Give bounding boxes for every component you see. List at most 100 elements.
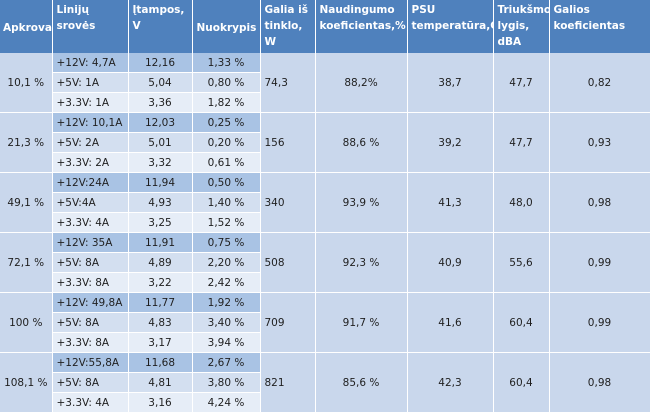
noise-level-cell: 47,7 (493, 53, 550, 113)
voltage-cell: 4,83 (128, 312, 193, 333)
voltage-cell: 4,93 (128, 192, 193, 213)
voltage-cell: 3,17 (128, 332, 193, 353)
noise-level-cell: 60,4 (493, 352, 550, 413)
rail-current-cell: +12V: 49,8A (52, 292, 129, 313)
rail-current-cell: +5V: 8A (52, 312, 129, 333)
deviation-cell: 0,75 % (192, 232, 261, 253)
power-factor-cell: 0,82 (549, 53, 650, 113)
input-power-cell: 74,3 (260, 53, 316, 113)
load-cell: 10,1 % (0, 53, 53, 113)
header-efficiency: Naudingumo koeficientas,% (315, 0, 408, 53)
rail-current-cell: +3.3V: 4A (52, 212, 129, 233)
deviation-cell: 2,42 % (192, 272, 261, 293)
efficiency-cell: 91,7 % (315, 292, 408, 353)
psu-temperature-cell: 38,7 (407, 53, 494, 113)
deviation-cell: 1,52 % (192, 212, 261, 233)
table-row: 21,3 % +12V: 10,1A 12,03 0,25 % 156 88,6 % 39,… (0, 112, 650, 173)
load-cell: 108,1 % (0, 352, 53, 413)
rail-current-cell: +3.3V: 2A (52, 152, 129, 173)
deviation-cell: 2,20 % (192, 252, 261, 273)
rail-current-cell: +5V: 1A (52, 72, 129, 93)
voltage-cell: 3,25 (128, 212, 193, 233)
load-cell: 21,3 % (0, 112, 53, 173)
rail-current-cell: +12V:55,8A (52, 352, 129, 373)
table-row: 10,1 % +12V: 4,7A 12,16 1,33 % 74,3 88,2% 38,7… (0, 53, 650, 113)
table-row: +3.3V: 1A 3,36 1,82 % (0, 92, 650, 113)
deviation-cell: 3,80 % (192, 372, 261, 393)
efficiency-cell: 92,3 % (315, 232, 408, 293)
table-row: 49,1 % +12V:24A 11,94 0,50 % 340 93,9 % 41,3 48… (0, 172, 650, 233)
noise-level-cell: 55,6 (493, 232, 550, 293)
rail-current-cell: +12V: 4,7A (52, 53, 129, 73)
header-noise-level: Triukšmo lygis, dBA (493, 0, 550, 53)
noise-level-cell: 47,7 (493, 112, 550, 173)
efficiency-cell: 85,6 % (315, 352, 408, 413)
table-row: +5V: 8A 4,83 3,40 % (0, 312, 650, 333)
rail-current-cell: +5V: 2A (52, 132, 129, 153)
power-factor-cell: 0,98 (549, 172, 650, 233)
rail-current-cell: +3.3V: 8A (52, 332, 129, 353)
load-cell: 49,1 % (0, 172, 53, 233)
rail-current-cell: +3.3V: 4A (52, 392, 129, 413)
input-power-cell: 156 (260, 112, 316, 173)
power-factor-cell: 0,93 (549, 112, 650, 173)
efficiency-cell: 88,2% (315, 53, 408, 113)
voltage-cell: 11,68 (128, 352, 193, 373)
table-row: +3.3V: 8A 3,22 2,42 % (0, 272, 650, 293)
input-power-cell: 821 (260, 352, 316, 413)
header-deviation: Nuokrypis (192, 0, 261, 53)
efficiency-cell: 88,6 % (315, 112, 408, 173)
deviation-cell: 3,40 % (192, 312, 261, 333)
voltage-cell: 5,04 (128, 72, 193, 93)
rail-current-cell: +12V: 35A (52, 232, 129, 253)
load-cell: 100 % (0, 292, 53, 353)
noise-level-cell: 48,0 (493, 172, 550, 233)
rail-current-cell: +5V: 8A (52, 252, 129, 273)
voltage-cell: 11,91 (128, 232, 193, 253)
header-psu-temperature: PSU temperatūra,C (407, 0, 494, 53)
voltage-cell: 4,89 (128, 252, 193, 273)
deviation-cell: 3,94 % (192, 332, 261, 353)
input-power-cell: 508 (260, 232, 316, 293)
rail-current-cell: +5V: 8A (52, 372, 129, 393)
table-row: 72,1 % +12V: 35A 11,91 0,75 % 508 92,3 % 40,9 5… (0, 232, 650, 293)
table-row: +3.3V: 4A 3,25 1,52 % (0, 212, 650, 233)
voltage-cell: 3,22 (128, 272, 193, 293)
deviation-cell: 1,92 % (192, 292, 261, 313)
deviation-cell: 1,40 % (192, 192, 261, 213)
power-factor-cell: 0,98 (549, 352, 650, 413)
voltage-cell: 3,16 (128, 392, 193, 413)
voltage-cell: 11,94 (128, 172, 193, 193)
voltage-cell: 12,03 (128, 112, 193, 133)
input-power-cell: 709 (260, 292, 316, 353)
table-row: +5V: 8A 4,81 3,80 % (0, 372, 650, 393)
table-row: +3.3V: 8A 3,17 3,94 % (0, 332, 650, 353)
deviation-cell: 0,80 % (192, 72, 261, 93)
psu-temperature-cell: 41,3 (407, 172, 494, 233)
voltage-cell: 4,81 (128, 372, 193, 393)
voltage-cell: 11,77 (128, 292, 193, 313)
input-power-cell: 340 (260, 172, 316, 233)
header-input-power: Galia iš tinklo, W (260, 0, 316, 53)
header-row: Apkrova Linijų srovės Įtampos, V Nuokryp… (0, 0, 650, 53)
psu-temperature-cell: 41,6 (407, 292, 494, 353)
efficiency-cell: 93,9 % (315, 172, 408, 233)
deviation-cell: 0,61 % (192, 152, 261, 173)
rail-current-cell: +3.3V: 1A (52, 92, 129, 113)
load-cell: 72,1 % (0, 232, 53, 293)
voltage-cell: 12,16 (128, 53, 193, 73)
table-row: +3.3V: 2A 3,32 0,61 % (0, 152, 650, 173)
power-factor-cell: 0,99 (549, 292, 650, 353)
table-row: +5V:4A 4,93 1,40 % (0, 192, 650, 213)
deviation-cell: 0,25 % (192, 112, 261, 133)
header-power-factor: Galios koeficientas (549, 0, 650, 53)
voltage-cell: 3,36 (128, 92, 193, 113)
deviation-cell: 1,82 % (192, 92, 261, 113)
voltage-cell: 5,01 (128, 132, 193, 153)
table-row: +5V: 8A 4,89 2,20 % (0, 252, 650, 273)
table-row: +3.3V: 4A 3,16 4,24 % (0, 392, 650, 413)
table-row: +5V: 1A 5,04 0,80 % (0, 72, 650, 93)
psu-temperature-cell: 40,9 (407, 232, 494, 293)
rail-current-cell: +5V:4A (52, 192, 129, 213)
